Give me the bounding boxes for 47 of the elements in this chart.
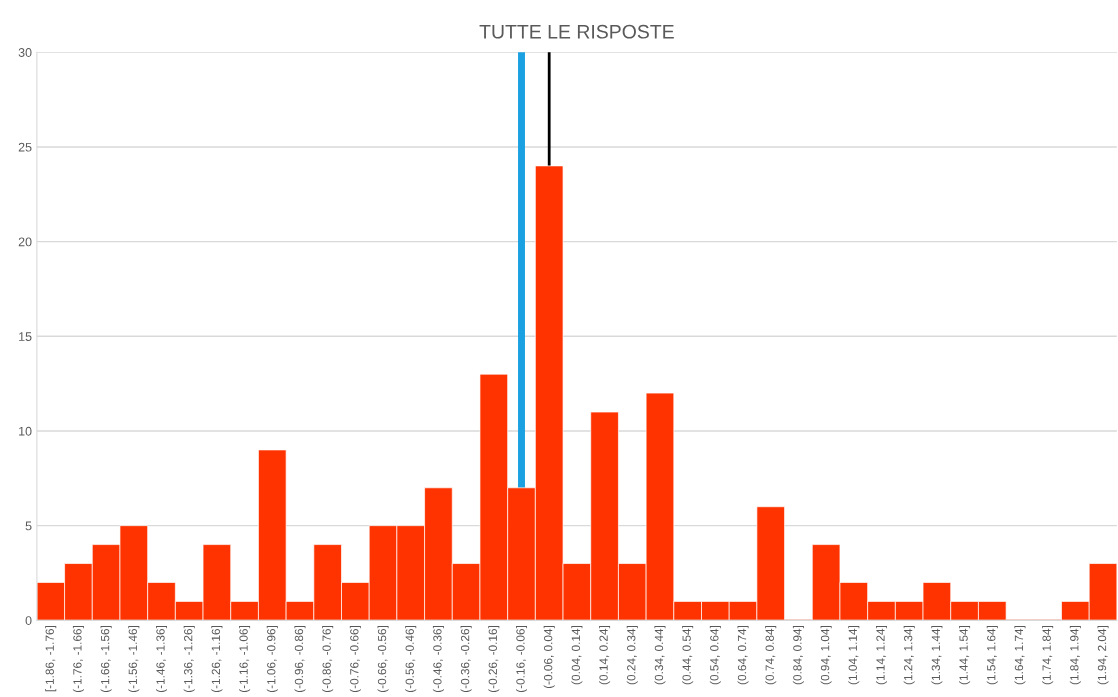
x-tick-label: (1.64, 1.74]: [1014, 626, 1026, 685]
x-tick-label: [-1.86, -1.76]: [45, 626, 57, 692]
chart-title: TUTTE LE RISPOSTE: [479, 24, 674, 39]
x-tick-label: (-1.06, -0.96]: [266, 626, 278, 693]
x-tick-label: (0.24, 0.34]: [626, 626, 638, 685]
x-tick-label: (-0.86, -0.76]: [322, 626, 334, 693]
x-tick-label: (-1.56, -1.46]: [128, 626, 140, 693]
x-tick-label: (1.04, 1.14]: [848, 626, 860, 685]
x-tick-label: (1.84, 1.94]: [1069, 626, 1081, 685]
x-tick-label: (-0.26, -0.16]: [488, 626, 500, 693]
x-tick-label: (1.74, 1.84]: [1042, 626, 1054, 685]
y-tick-label: 25: [18, 142, 32, 152]
y-tick-label: 10: [19, 426, 32, 436]
x-tick-label: (0.74, 0.84]: [765, 626, 777, 685]
x-tick-label: (1.44, 1.54]: [959, 626, 971, 685]
x-tick-label: (0.54, 0.64]: [709, 626, 721, 685]
x-tick-label: (0.14, 0.24]: [599, 626, 611, 685]
x-tick-label: (0.94, 1.04]: [820, 626, 832, 685]
x-tick-label: (-0.06, 0.04]: [543, 626, 555, 689]
x-tick-label: (1.94, 2.04]: [1097, 626, 1109, 685]
x-tick-label: (1.54, 1.64]: [986, 626, 998, 685]
x-tick-label: (-0.46, -0.36]: [432, 626, 444, 693]
x-tick-label: (-1.46, -1.36]: [156, 626, 168, 693]
x-tick-label: (0.44, 0.54]: [682, 626, 694, 685]
x-tick-label: (-0.66, -0.56]: [377, 626, 389, 693]
x-tick-label: (1.14, 1.24]: [876, 626, 887, 685]
x-tick-label: (0.04, 0.14]: [571, 626, 583, 685]
x-tick-label: (-0.56, -0.46]: [405, 626, 417, 693]
x-tick-label: (-1.26, -1.16]: [211, 626, 223, 693]
x-tick-label: (-0.76, -0.66]: [349, 626, 361, 693]
x-tick-label: (1.24, 1.34]: [903, 626, 915, 685]
x-tick-label: (-0.96, -0.86]: [294, 626, 306, 693]
x-tick-label: (0.84, 0.94]: [792, 626, 804, 685]
x-tick-label: (-1.16, -1.06]: [239, 626, 251, 693]
y-tick-label: 15: [19, 332, 32, 341]
y-tick-label: 20: [18, 237, 32, 247]
x-tick-label: (0.64, 0.74]: [737, 626, 749, 685]
x-tick-label: (-1.66, -1.56]: [100, 626, 112, 693]
x-tick-label: (-1.76, -1.66]: [72, 626, 84, 693]
y-tick-label: 30: [18, 48, 32, 57]
x-tick-label: (0.34, 0.44]: [654, 626, 666, 685]
x-tick-label: (-0.16, -0.06]: [516, 626, 528, 693]
x-tick-label: (-0.36, -0.26]: [460, 626, 472, 693]
x-tick-label: (1.34, 1.44]: [931, 626, 943, 685]
x-tick-label: (-1.36, -1.26]: [183, 626, 195, 693]
y-tick-label: 5: [25, 521, 32, 531]
y-tick-label: 0: [25, 616, 32, 625]
